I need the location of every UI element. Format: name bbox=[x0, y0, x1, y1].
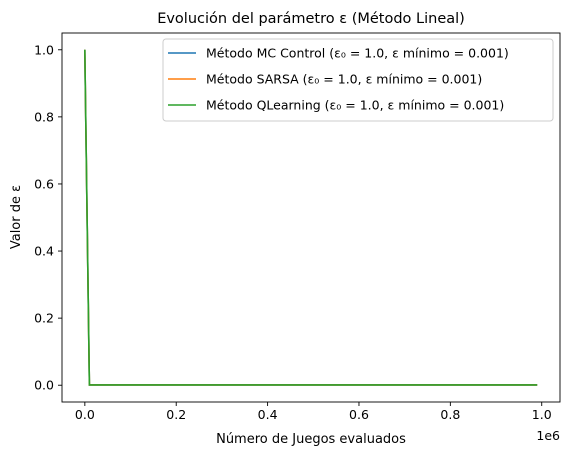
plot-frame bbox=[61, 32, 561, 403]
legend-label-1: Método SARSA (ε₀ = 1.0, ε mínimo = 0.001… bbox=[206, 72, 482, 87]
x-offset-label: 1e6 bbox=[536, 428, 560, 443]
x-tick-label: 1.0 bbox=[532, 407, 552, 422]
y-tick-label: 1.0 bbox=[34, 42, 54, 57]
x-tick-label: 0.4 bbox=[258, 407, 278, 422]
y-tick-label: 0.8 bbox=[34, 109, 54, 124]
series-line-2 bbox=[84, 49, 538, 386]
y-tick-label: 0.0 bbox=[34, 378, 54, 393]
legend-label-2: Método QLearning (ε₀ = 1.0, ε mínimo = 0… bbox=[206, 98, 504, 113]
y-tick-label: 0.6 bbox=[34, 176, 54, 191]
x-tick-label: 0.8 bbox=[440, 407, 460, 422]
series-layer bbox=[84, 49, 538, 386]
x-tick-label: 0.2 bbox=[166, 407, 186, 422]
chart-title: Evolución del parámetro ε (Método Lineal… bbox=[157, 11, 465, 27]
y-axis: 0.0 0.2 0.4 0.6 0.8 1.0 bbox=[34, 42, 62, 393]
x-axis: 0.0 0.2 0.4 0.6 0.8 1.0 bbox=[75, 402, 552, 422]
y-axis-label: Valor de ε bbox=[9, 185, 24, 249]
x-tick-label: 0.6 bbox=[349, 407, 369, 422]
y-tick-label: 0.4 bbox=[34, 244, 54, 259]
legend-box bbox=[162, 38, 554, 122]
y-tick-label: 0.2 bbox=[34, 311, 54, 326]
x-tick-label: 0.0 bbox=[75, 407, 95, 422]
legend-label-0: Método MC Control (ε₀ = 1.0, ε mínimo = … bbox=[206, 46, 509, 61]
legend: Método MC Control (ε₀ = 1.0, ε mínimo = … bbox=[162, 38, 554, 122]
x-axis-label: Número de Juegos evaluados bbox=[216, 432, 406, 447]
